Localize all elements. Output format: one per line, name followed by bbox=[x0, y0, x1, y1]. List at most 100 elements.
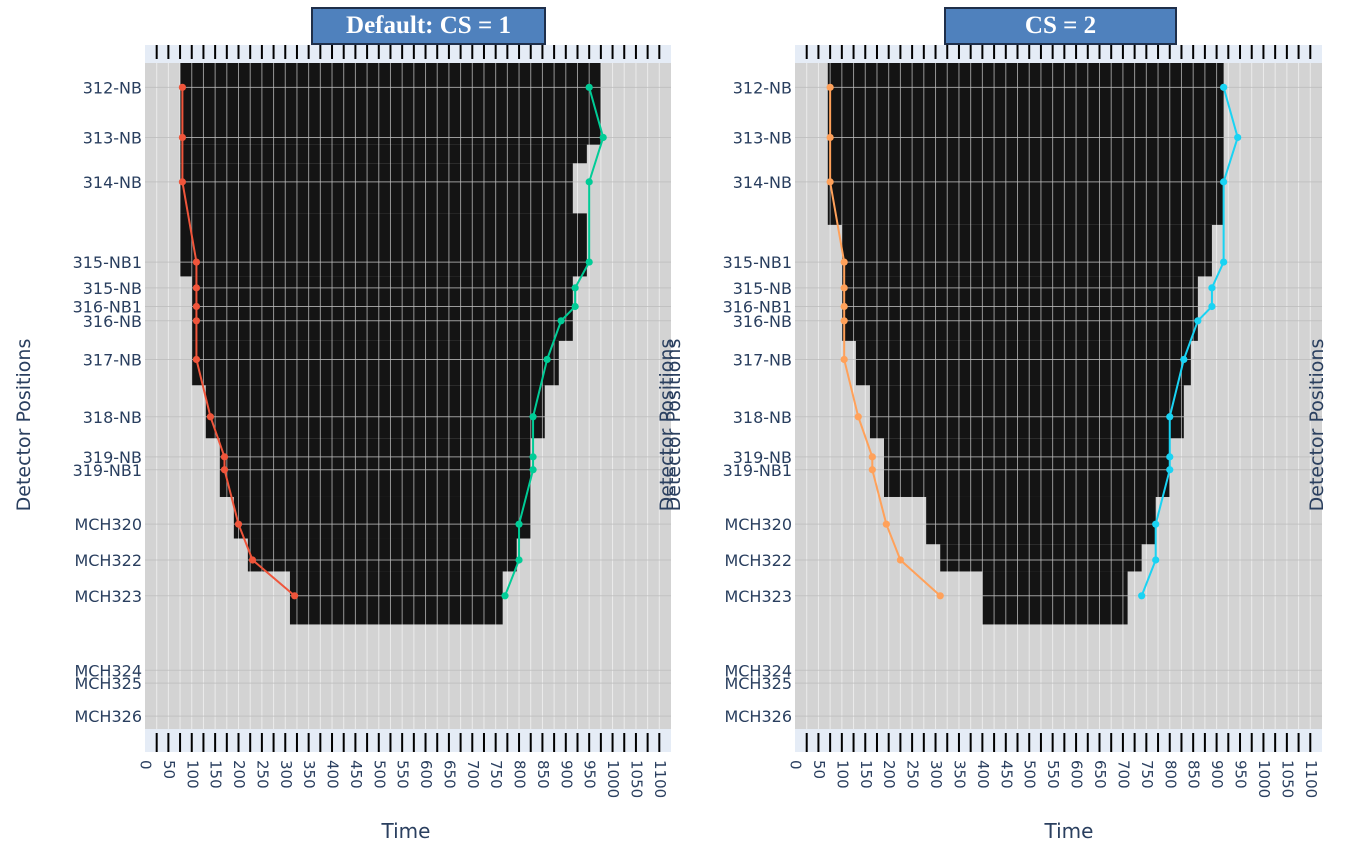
bottom-strip bbox=[795, 729, 1322, 752]
x-tick-label: 350 bbox=[300, 760, 318, 789]
series-point bbox=[599, 133, 607, 142]
series-line bbox=[1140, 87, 1239, 597]
x-tick-label: 450 bbox=[347, 760, 365, 789]
series-point bbox=[178, 133, 187, 142]
x-tick-label: 800 bbox=[1161, 760, 1179, 789]
y-tick-label: MCH320 bbox=[74, 515, 142, 534]
y-tick-label: 319-NB bbox=[83, 448, 142, 467]
top-strip bbox=[145, 45, 671, 63]
heatmap-block bbox=[855, 340, 1191, 386]
y-tick-label: 318-NB bbox=[83, 408, 142, 427]
heatmap-block bbox=[180, 144, 587, 164]
x-tick-label: 700 bbox=[464, 760, 482, 789]
x-tick-label: 0 bbox=[787, 760, 805, 770]
x-tick-label: 650 bbox=[440, 760, 458, 789]
x-tick-label: 450 bbox=[997, 760, 1015, 789]
series-point bbox=[1138, 592, 1146, 600]
y-tick-label: 316-NB1 bbox=[73, 297, 142, 316]
series-point bbox=[529, 413, 537, 421]
y-tick-label: 316-NB1 bbox=[723, 297, 792, 316]
series-point bbox=[220, 466, 229, 474]
y-tick-label: MCH326 bbox=[724, 707, 792, 726]
heatmap-block bbox=[884, 438, 1170, 497]
y-tick-label: 315-NB bbox=[733, 279, 792, 298]
x-tick-label: 950 bbox=[581, 760, 599, 789]
series-point bbox=[1208, 284, 1216, 292]
y-tick-label: MCH326 bbox=[74, 707, 142, 726]
x-tick-label: 750 bbox=[487, 760, 505, 789]
series-point bbox=[1194, 317, 1202, 325]
x-axis-title: Time bbox=[1044, 819, 1094, 843]
series-point bbox=[192, 302, 201, 311]
series-point bbox=[529, 466, 537, 474]
x-tick-label: 50 bbox=[810, 760, 828, 779]
series-point bbox=[840, 317, 848, 325]
x-tick-label: 850 bbox=[1185, 760, 1203, 789]
heatmap-block bbox=[191, 276, 573, 341]
x-tick-label: 1100 bbox=[651, 760, 669, 798]
x-tick-label: 850 bbox=[534, 760, 552, 789]
y-tick-label: 316-NB bbox=[733, 312, 792, 331]
series-point bbox=[220, 453, 229, 461]
series-point bbox=[529, 453, 537, 461]
y-tick-label: 313-NB bbox=[83, 128, 142, 147]
series-point bbox=[868, 453, 876, 461]
y-tick-label: MCH320 bbox=[724, 515, 792, 534]
series-point bbox=[543, 355, 551, 364]
y-tick-label: MCH323 bbox=[74, 587, 142, 606]
y-tick-label: 319-NB bbox=[733, 448, 792, 467]
x-tick-label: 800 bbox=[511, 760, 529, 789]
y-tick-label: 315-NB bbox=[83, 279, 142, 298]
series-point bbox=[585, 83, 593, 91]
x-tick-label: 750 bbox=[1138, 760, 1156, 789]
y-axis-title-right: Detector Positions bbox=[1306, 339, 1328, 512]
heatmap-block bbox=[841, 276, 1198, 341]
series-point bbox=[826, 133, 834, 142]
y-tick-label: MCH325 bbox=[74, 674, 142, 693]
y-tick-label: 314-NB bbox=[83, 173, 142, 192]
x-tick-label: 200 bbox=[230, 760, 248, 789]
x-tick-label: 50 bbox=[160, 760, 178, 779]
series-point bbox=[1220, 258, 1228, 266]
x-tick-label: 100 bbox=[183, 760, 201, 789]
x-tick-label: 900 bbox=[1208, 760, 1226, 789]
series-point bbox=[1152, 556, 1160, 564]
heatmap-block bbox=[982, 571, 1128, 625]
y-axis-title: Detector Positions bbox=[13, 339, 35, 512]
y-tick-label: 317-NB bbox=[733, 350, 792, 369]
series-point bbox=[1220, 83, 1228, 91]
series-point bbox=[178, 83, 187, 91]
x-tick-label: 500 bbox=[370, 760, 388, 789]
y-axis-title: Detector Positions bbox=[663, 339, 685, 512]
bottom-strip bbox=[145, 729, 671, 752]
x-tick-label: 150 bbox=[207, 760, 225, 789]
x-axis-title: Time bbox=[381, 819, 431, 843]
series-point bbox=[571, 302, 579, 311]
heatmap-block bbox=[289, 571, 503, 625]
x-tick-label: 600 bbox=[417, 760, 435, 789]
x-tick-label: 550 bbox=[394, 760, 412, 789]
series-point bbox=[1166, 466, 1174, 474]
series-point bbox=[1152, 520, 1160, 528]
series-point bbox=[206, 413, 215, 421]
y-tick-label: MCH322 bbox=[74, 551, 142, 570]
series-point bbox=[515, 520, 523, 528]
series-point bbox=[571, 284, 579, 292]
x-tick-label: 1000 bbox=[604, 760, 622, 798]
x-tick-label: 1000 bbox=[1255, 760, 1273, 798]
x-tick-label: 600 bbox=[1068, 760, 1086, 789]
x-tick-label: 700 bbox=[1114, 760, 1132, 789]
panel-title-right: CS = 2 bbox=[944, 7, 1177, 45]
series-point bbox=[585, 258, 593, 266]
x-tick-label: 300 bbox=[277, 760, 295, 789]
x-tick-label: 1100 bbox=[1302, 760, 1320, 798]
series-point bbox=[854, 413, 862, 421]
y-tick-label: MCH322 bbox=[724, 551, 792, 570]
x-tick-label: 950 bbox=[1232, 760, 1250, 789]
x-tick-label: 900 bbox=[557, 760, 575, 789]
y-tick-label: 315-NB1 bbox=[723, 253, 792, 272]
series-point bbox=[1234, 133, 1242, 142]
x-tick-label: 300 bbox=[927, 760, 945, 789]
y-tick-label: 312-NB bbox=[733, 78, 792, 97]
series-point bbox=[1208, 302, 1216, 311]
